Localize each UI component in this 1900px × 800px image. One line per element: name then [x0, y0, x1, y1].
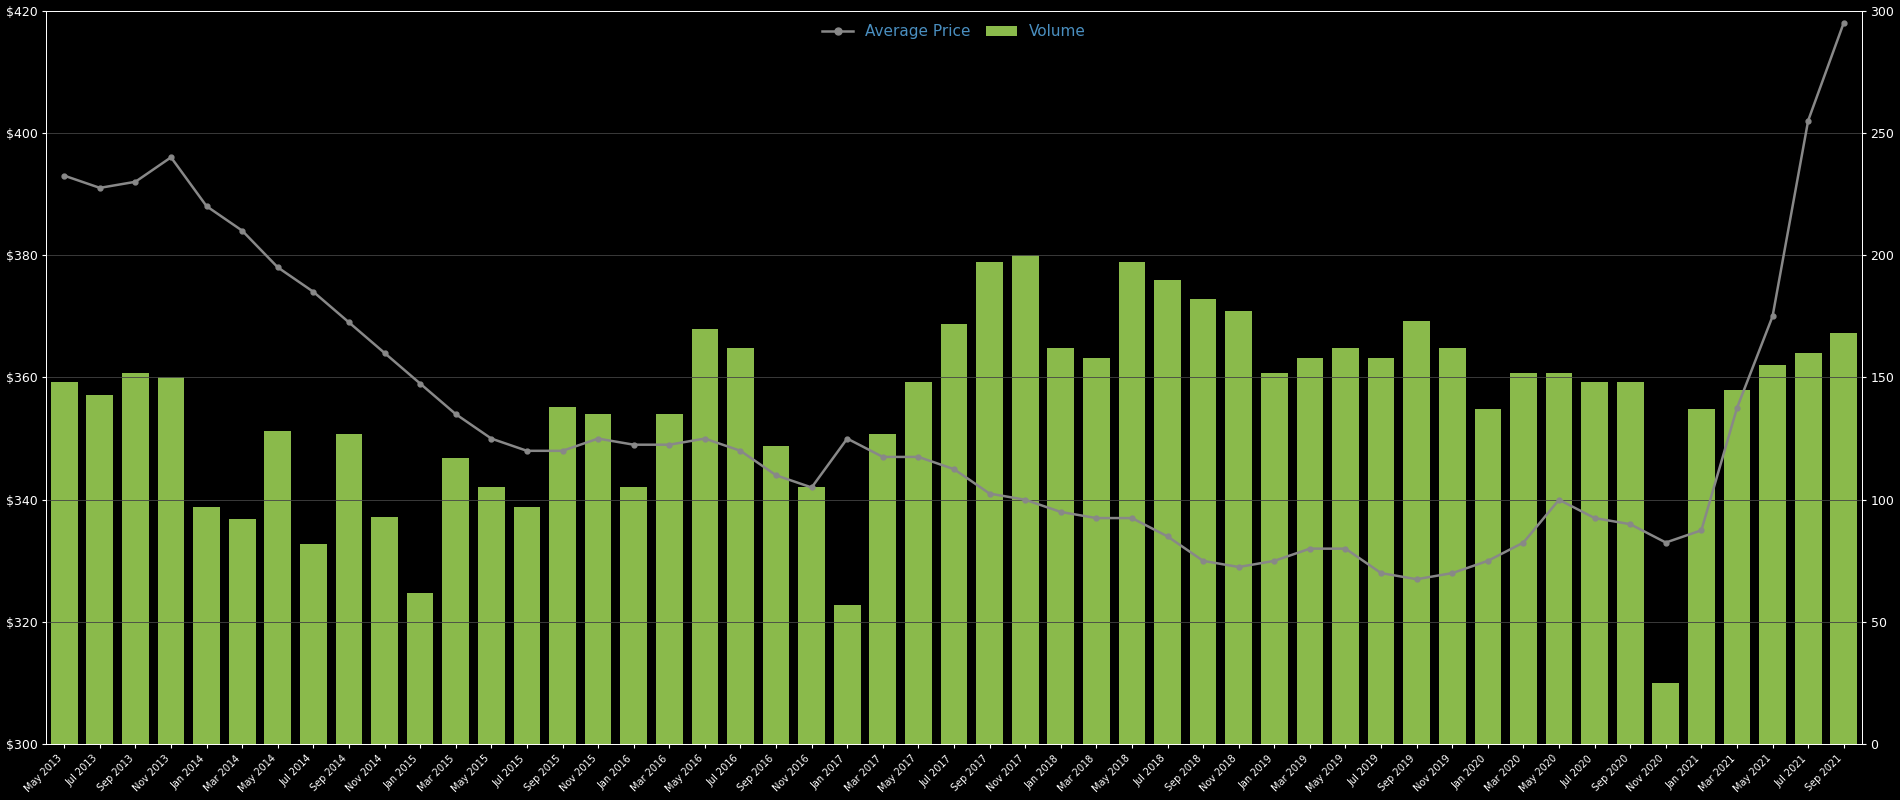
Bar [1083, 358, 1110, 744]
Bar [1296, 358, 1322, 744]
Bar [1368, 358, 1395, 744]
Bar [762, 446, 788, 744]
Bar [549, 406, 576, 744]
Bar [513, 507, 540, 744]
Bar [692, 329, 718, 744]
Bar [1723, 390, 1750, 744]
Bar [1617, 382, 1644, 744]
Bar [370, 517, 397, 744]
Bar [1510, 373, 1537, 744]
Bar [87, 394, 114, 744]
Bar [1047, 348, 1074, 744]
Legend: Average Price, Volume: Average Price, Volume [817, 18, 1092, 46]
Bar [1687, 410, 1714, 744]
Bar [1830, 334, 1856, 744]
Bar [122, 373, 148, 744]
Bar [1226, 311, 1252, 744]
Bar [977, 262, 1003, 744]
Bar [1153, 280, 1182, 744]
Bar [479, 487, 505, 744]
Bar [1262, 373, 1288, 744]
Bar [158, 378, 184, 744]
Bar [1189, 299, 1216, 744]
Bar [194, 507, 220, 744]
Bar [1581, 382, 1607, 744]
Bar [300, 544, 327, 744]
Bar [1438, 348, 1465, 744]
Bar [407, 593, 433, 744]
Bar [1474, 410, 1501, 744]
Bar [264, 431, 291, 744]
Bar [798, 487, 825, 744]
Bar [870, 434, 897, 744]
Bar [940, 324, 967, 744]
Bar [1119, 262, 1146, 744]
Bar [336, 434, 363, 744]
Bar [1759, 366, 1786, 744]
Bar [1332, 348, 1358, 744]
Bar [51, 382, 78, 744]
Bar [904, 382, 931, 744]
Bar [1404, 321, 1431, 744]
Bar [656, 414, 682, 744]
Bar [228, 519, 255, 744]
Bar [619, 487, 648, 744]
Bar [585, 414, 612, 744]
Bar [834, 605, 861, 744]
Bar [1547, 373, 1573, 744]
Bar [443, 458, 469, 744]
Bar [728, 348, 754, 744]
Bar [1013, 255, 1039, 744]
Bar [1796, 353, 1822, 744]
Bar [1653, 683, 1680, 744]
